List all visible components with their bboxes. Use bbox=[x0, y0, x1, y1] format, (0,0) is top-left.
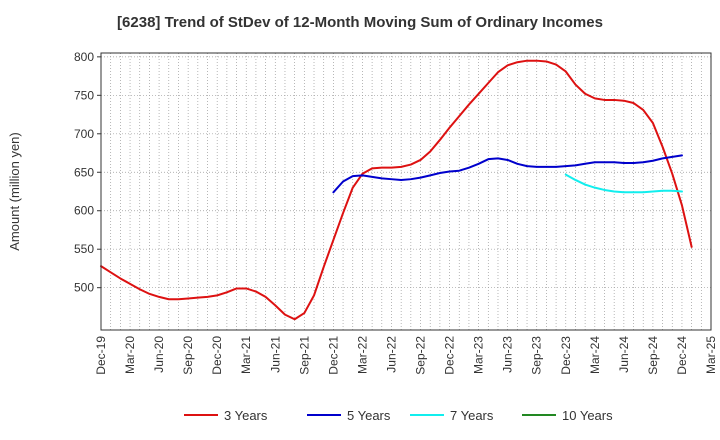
x-tick-label: Sep-20 bbox=[181, 336, 195, 375]
y-tick-label: 700 bbox=[74, 127, 94, 141]
y-tick-label: 750 bbox=[74, 88, 94, 102]
legend-label: 5 Years bbox=[347, 408, 391, 423]
x-tick-label: Dec-20 bbox=[210, 336, 224, 375]
series-line-3-years bbox=[100, 59, 693, 321]
chart-title: [6238] Trend of StDev of 12-Month Moving… bbox=[117, 14, 603, 31]
x-tick-label: Mar-22 bbox=[355, 336, 369, 374]
series-line-5-years bbox=[332, 154, 683, 194]
axes: Dec-19 Mar-20 Jun-20 Sep-20 Dec-20 Mar-21 Jun-… bbox=[7, 50, 718, 375]
x-tick-label: Mar-24 bbox=[588, 336, 602, 374]
x-tick-label: Sep-22 bbox=[414, 336, 428, 375]
y-tick-label: 650 bbox=[74, 165, 94, 179]
x-tick-label: Mar-23 bbox=[472, 336, 486, 374]
y-tick-label: 600 bbox=[74, 204, 94, 218]
x-tick-label: Sep-24 bbox=[646, 336, 660, 375]
x-tick-label: Jun-21 bbox=[268, 336, 282, 373]
plot-frame bbox=[100, 52, 712, 331]
x-tick-label: Dec-22 bbox=[443, 336, 457, 375]
x-tick-label: Sep-21 bbox=[297, 336, 311, 375]
x-tick-label: Mar-21 bbox=[239, 336, 253, 374]
x-tick-label: Dec-21 bbox=[326, 336, 340, 375]
y-tick-label: 800 bbox=[74, 50, 94, 64]
legend-label: 3 Years bbox=[224, 408, 268, 423]
legend: 3 Years 5 Years 7 Years 10 Years bbox=[184, 408, 613, 423]
y-axis-label: Amount (million yen) bbox=[7, 132, 22, 251]
series-layer bbox=[100, 59, 693, 321]
x-tick-label: Dec-19 bbox=[94, 336, 108, 375]
x-tick-label: Mar-25 bbox=[704, 336, 718, 374]
x-tick-label: Dec-24 bbox=[675, 336, 689, 375]
x-tick-label: Jun-22 bbox=[384, 336, 398, 373]
y-tick-label: 500 bbox=[74, 281, 94, 295]
x-tick-label: Sep-23 bbox=[530, 336, 544, 375]
x-tick-label: Mar-20 bbox=[123, 336, 137, 374]
y-tick-label: 550 bbox=[74, 242, 94, 256]
x-tick-label: Jun-24 bbox=[617, 336, 631, 373]
x-tick-label: Dec-23 bbox=[559, 336, 573, 375]
x-tick-label: Jun-20 bbox=[152, 336, 166, 373]
legend-label: 7 Years bbox=[450, 408, 494, 423]
legend-label: 10 Years bbox=[562, 408, 613, 423]
x-tick-label: Jun-23 bbox=[501, 336, 515, 373]
series-line-7-years bbox=[564, 173, 683, 194]
